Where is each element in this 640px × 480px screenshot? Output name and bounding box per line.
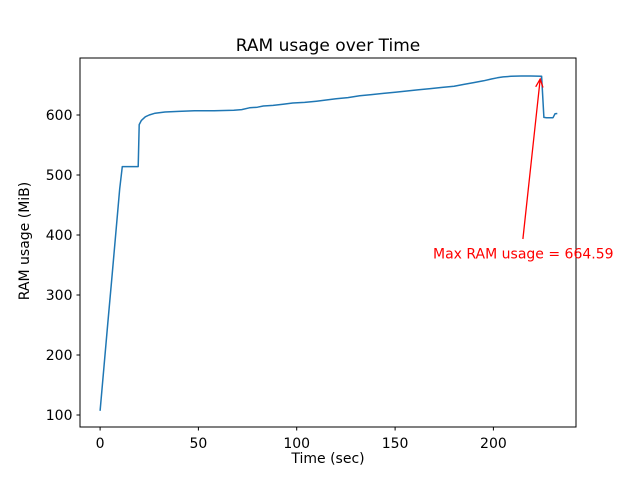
x-tick-label: 100 <box>283 436 310 452</box>
max-annotation: Max RAM usage = 664.59 <box>433 77 614 263</box>
series-group <box>99 75 558 411</box>
x-tick-label: 50 <box>189 436 207 452</box>
ram-usage-line <box>99 75 558 411</box>
x-tick-label: 0 <box>96 436 105 452</box>
y-tick-label: 400 <box>46 228 73 244</box>
annotation-text: Max RAM usage = 664.59 <box>433 247 614 263</box>
chart-title: RAM usage over Time <box>236 36 420 56</box>
x-tick-label: 200 <box>480 436 507 452</box>
x-axis-ticks: 0 50 100 150 200 <box>96 427 507 452</box>
y-tick-label: 200 <box>46 348 73 364</box>
y-tick-label: 600 <box>46 108 73 124</box>
annotation-arrow <box>522 77 544 240</box>
y-tick-label: 500 <box>46 168 73 184</box>
y-tick-label: 300 <box>46 288 73 304</box>
y-tick-label: 100 <box>46 408 73 424</box>
y-axis-ticks: 100 200 300 400 500 600 <box>46 108 80 424</box>
x-axis-label: Time (sec) <box>290 451 364 467</box>
x-tick-label: 150 <box>382 436 409 452</box>
y-axis-label: RAM usage (MiB) <box>17 182 33 300</box>
plot-area-border <box>79 57 577 428</box>
